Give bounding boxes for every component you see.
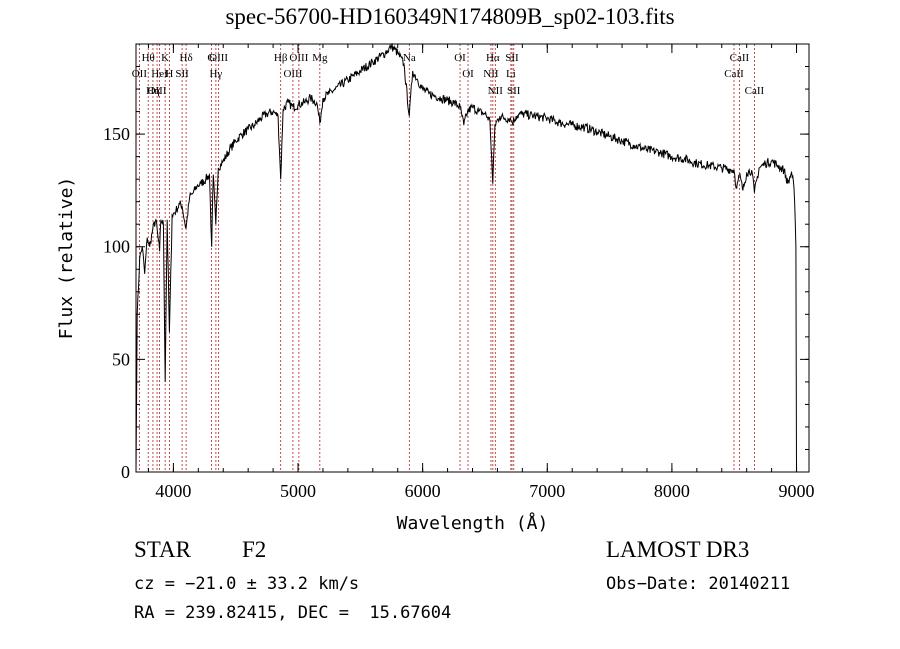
spectral-line-markers (138, 44, 755, 472)
x-tick-label: 6000 (405, 481, 441, 501)
y-tick-label: 100 (103, 237, 130, 257)
line-label: OIII (148, 85, 167, 97)
redshift-cz: cz = −21.0 ± 33.2 km/s (134, 574, 360, 594)
line-label: Na (403, 52, 416, 64)
line-label: SII (175, 68, 189, 80)
line-label: HeI (151, 68, 168, 80)
obs-date: Obs−Date: 20140211 (606, 574, 791, 594)
ra-dec: RA = 239.82415, DEC = 15.67604 (134, 603, 452, 623)
x-axis-label: Wavelength (Å) (397, 512, 549, 534)
object-subclass: F2 (242, 537, 267, 562)
x-tick-label: 5000 (280, 481, 316, 501)
line-label: Mg (312, 52, 328, 64)
plot-frame (135, 43, 810, 473)
line-label: OI (454, 52, 466, 64)
line-label: SII (507, 85, 521, 97)
line-label: OI (462, 68, 474, 80)
line-label: SII (505, 52, 519, 64)
line-label: Li (506, 68, 516, 80)
line-label: OII (132, 68, 148, 80)
x-axis-ticks: 4000 5000 6000 7000 8000 9000 (147, 44, 815, 501)
y-axis-ticks: 0 50 100 150 (103, 66, 809, 482)
object-type: STAR (134, 537, 191, 562)
spectrum-line (135, 43, 797, 473)
chart-title: spec-56700-HD160349N174809B_sp02-103.fit… (225, 4, 675, 29)
line-label: NII (488, 85, 504, 97)
x-tick-label: 7000 (529, 481, 565, 501)
y-tick-label: 50 (112, 349, 130, 369)
line-label: Hδ (180, 52, 193, 64)
line-label: G (207, 52, 215, 64)
line-label: H (165, 68, 173, 80)
line-label: NII (483, 68, 499, 80)
line-label: Hθ (142, 52, 155, 64)
line-label: OIII (289, 52, 308, 64)
line-label: OIII (209, 52, 228, 64)
survey-name: LAMOST DR3 (606, 537, 750, 562)
line-label: Hγ (209, 68, 222, 80)
line-label: Hβ (274, 52, 288, 64)
x-tick-label: 4000 (155, 481, 191, 501)
line-label: K (161, 52, 169, 64)
line-label: OIII (283, 68, 302, 80)
y-axis-label: Flux (relative) (56, 177, 77, 340)
x-tick-label: 9000 (779, 481, 815, 501)
line-label: CaII (724, 68, 744, 80)
line-label: Hη (146, 85, 160, 97)
line-label: CaII (745, 85, 765, 97)
line-label: CaII (730, 52, 750, 64)
y-tick-label: 0 (121, 462, 130, 482)
y-tick-label: 150 (103, 124, 130, 144)
line-label: Hα (486, 52, 500, 64)
x-tick-label: 8000 (654, 481, 690, 501)
